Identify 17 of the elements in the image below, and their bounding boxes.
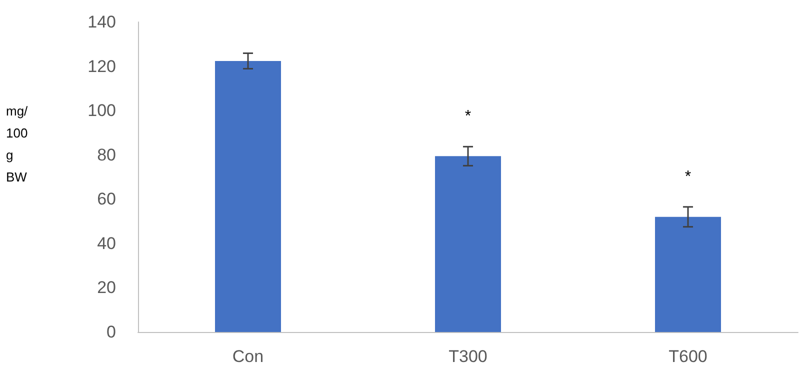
y-tick-label: 60 [97, 190, 116, 209]
bar [435, 156, 501, 332]
y-tick-label: 120 [88, 56, 116, 76]
bar [655, 216, 721, 332]
bar [215, 60, 281, 332]
annotation: * [464, 108, 472, 126]
x-tick-label: T300 [448, 347, 488, 366]
y-tick-label: 100 [88, 101, 116, 120]
x-tick-label: T600 [668, 347, 708, 366]
y-tick-label: 40 [97, 234, 116, 253]
y-tick-label: 140 [88, 12, 116, 32]
annotation: * [684, 168, 692, 186]
y-tick-label: 0 [106, 322, 116, 342]
y-tick-label: 20 [97, 278, 116, 298]
x-tick-label: Con [232, 347, 264, 366]
y-axis-title: mg/ 100 g BW [6, 104, 28, 184]
y-tick-label: 80 [97, 145, 116, 164]
